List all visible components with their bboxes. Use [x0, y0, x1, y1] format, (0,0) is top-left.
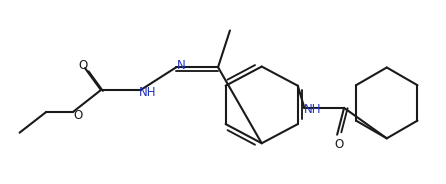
Text: O: O — [74, 109, 83, 122]
Text: O: O — [78, 59, 88, 72]
Text: O: O — [334, 138, 344, 151]
Text: NH: NH — [304, 103, 321, 116]
Text: N: N — [177, 59, 186, 72]
Text: NH: NH — [139, 86, 157, 98]
